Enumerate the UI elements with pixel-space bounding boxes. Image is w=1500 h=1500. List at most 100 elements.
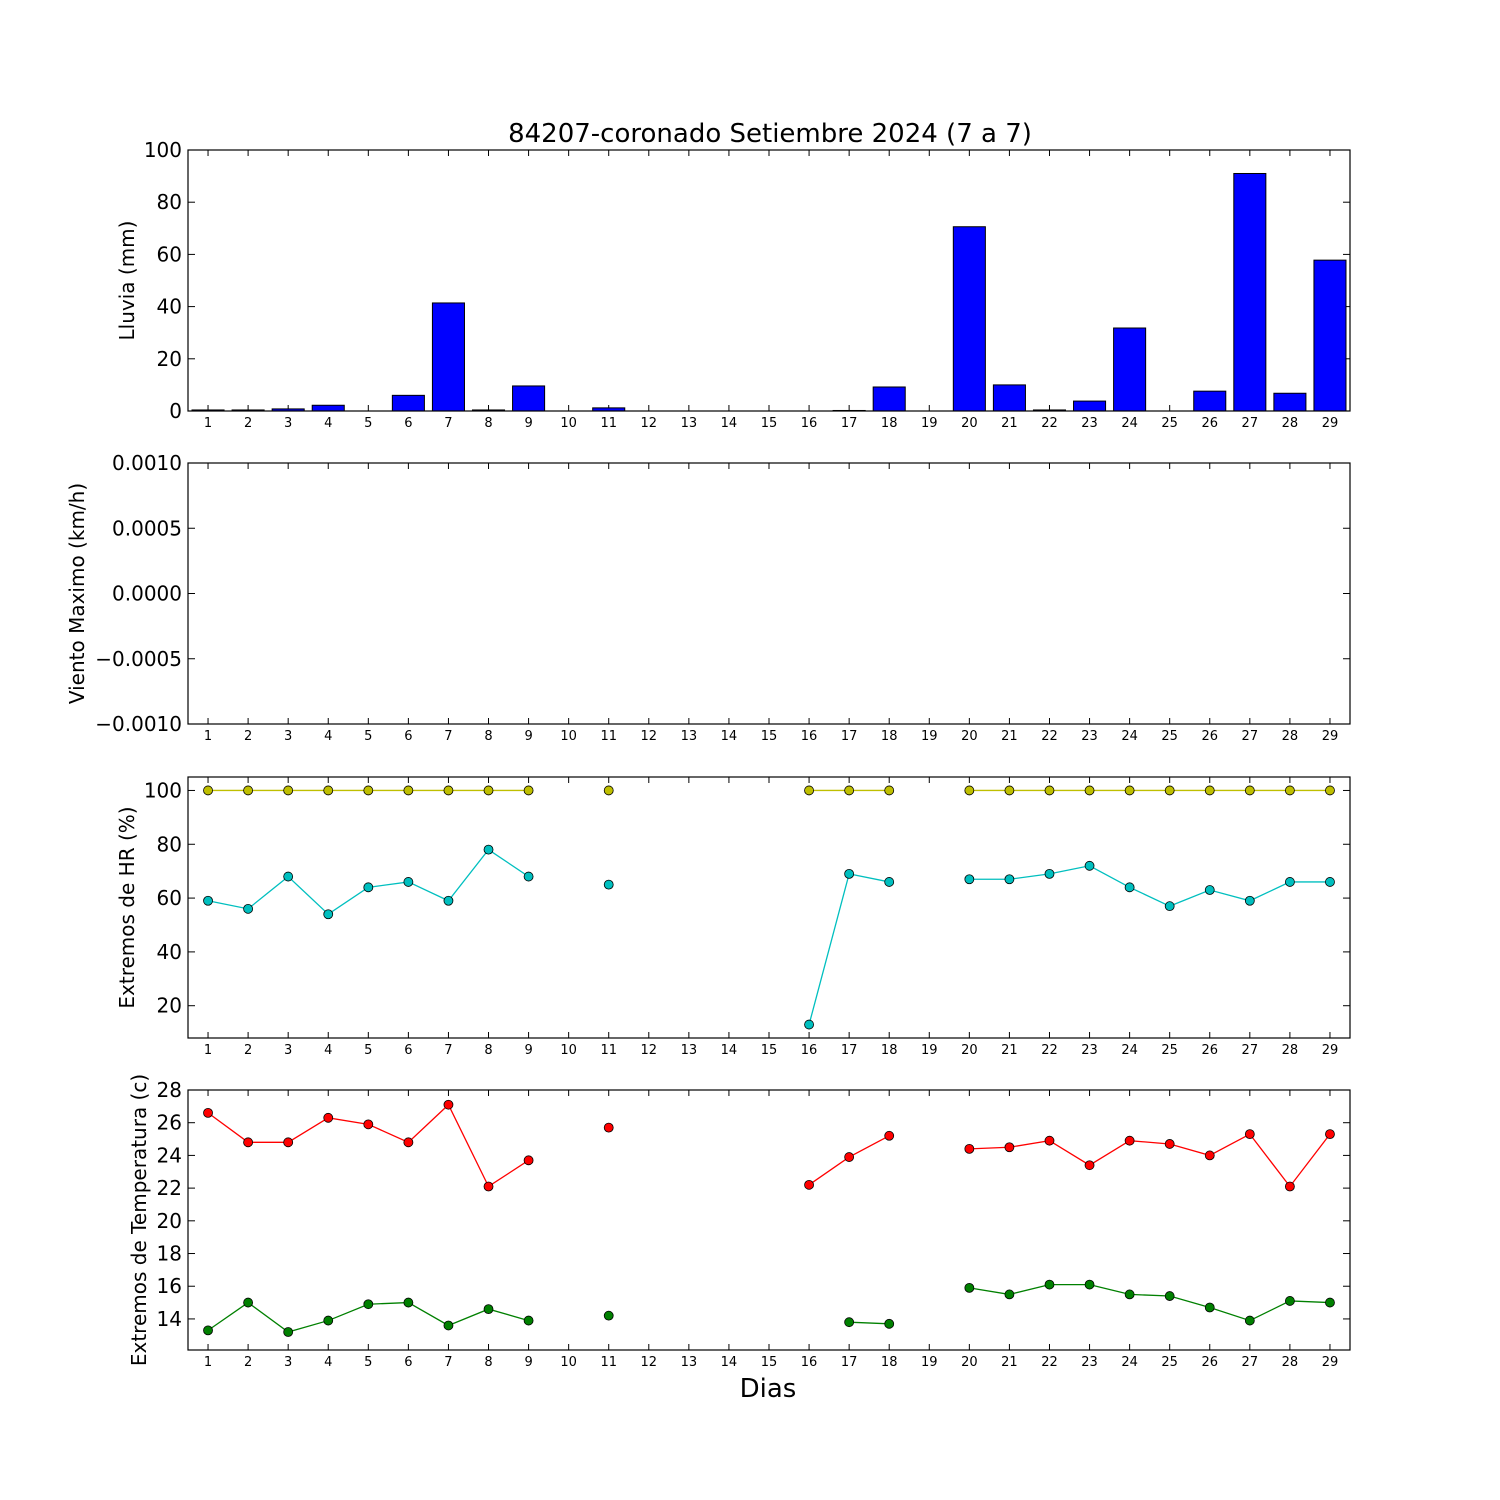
x-axis-label: Dias — [740, 1374, 797, 1404]
x-tick-label: 28 — [1282, 416, 1299, 431]
series-point-2 — [323, 1315, 334, 1326]
x-tick-label: 12 — [641, 1355, 658, 1370]
rain-bar — [1273, 392, 1307, 412]
series-point-1 — [203, 785, 213, 796]
x-tick-label: 9 — [524, 729, 532, 744]
series-point-2 — [1204, 1302, 1215, 1313]
series-point-1 — [1124, 1135, 1135, 1146]
series-point-2 — [523, 871, 534, 882]
x-tick-label: 13 — [681, 1043, 698, 1058]
y-tick-label: 20 — [157, 994, 182, 1018]
y-tick-label: 0 — [169, 399, 182, 423]
x-tick-label: 7 — [444, 729, 452, 744]
series-point-2 — [1325, 1297, 1335, 1308]
x-tick-label: 14 — [721, 416, 738, 431]
x-tick-label: 24 — [1121, 416, 1138, 431]
x-tick-label: 4 — [324, 1043, 332, 1058]
series-line-2 — [969, 1283, 1330, 1322]
plot-frame — [187, 149, 1351, 412]
series-point-1 — [483, 1181, 494, 1192]
series-point-1 — [1204, 785, 1215, 796]
x-tick-label: 6 — [404, 729, 412, 744]
series-point-2 — [1084, 1279, 1095, 1290]
y-tick-label: 100 — [144, 778, 182, 802]
x-tick-label: 28 — [1282, 729, 1299, 744]
x-tick-label: 26 — [1201, 416, 1218, 431]
y-axis-label: Extremos de HR (%) — [115, 806, 139, 1008]
x-tick-label: 6 — [404, 1043, 412, 1058]
series-point-2 — [483, 844, 494, 855]
series-point-1 — [363, 1119, 374, 1130]
x-tick-label: 27 — [1242, 1355, 1259, 1370]
series-point-2 — [483, 1304, 494, 1315]
x-tick-label: 5 — [364, 729, 372, 744]
y-tick-label: 16 — [157, 1274, 182, 1298]
x-tick-label: 5 — [364, 1043, 372, 1058]
rain-bar — [311, 404, 345, 412]
y-axis-label: Extremos de Temperatura (c) — [127, 1074, 151, 1366]
x-tick-label: 5 — [364, 1355, 372, 1370]
rain-bar — [872, 386, 906, 412]
series-point-2 — [1084, 860, 1095, 871]
series-point-2 — [363, 1299, 374, 1310]
rain-bar — [1313, 259, 1347, 412]
y-tick-label: 26 — [157, 1111, 182, 1135]
x-tick-label: 13 — [681, 1355, 698, 1370]
x-tick-label: 12 — [641, 1043, 658, 1058]
x-tick-label: 9 — [524, 1355, 532, 1370]
x-tick-label: 20 — [961, 416, 978, 431]
series-point-1 — [203, 1107, 213, 1118]
rain-bar — [1233, 172, 1267, 412]
y-tick-label: −0.0005 — [95, 647, 182, 671]
series-point-1 — [243, 1137, 254, 1148]
x-tick-label: 21 — [1001, 1355, 1018, 1370]
series-point-2 — [1004, 1289, 1015, 1300]
series-point-2 — [964, 1282, 975, 1293]
rain-bar — [431, 302, 465, 412]
series-point-1 — [283, 785, 294, 796]
series-line-2 — [849, 1321, 890, 1325]
series-point-2 — [884, 877, 895, 887]
x-tick-label: 15 — [761, 1355, 778, 1370]
x-tick-label: 4 — [324, 416, 332, 431]
series-point-2 — [443, 1320, 454, 1331]
rain-bar — [952, 226, 986, 412]
series-point-1 — [603, 1122, 614, 1133]
series-point-1 — [1084, 1160, 1095, 1171]
x-tick-label: 3 — [284, 416, 292, 431]
series-point-1 — [1244, 1129, 1255, 1140]
x-tick-label: 29 — [1322, 416, 1339, 431]
x-tick-label: 14 — [721, 729, 738, 744]
series-point-1 — [283, 1137, 294, 1148]
series-point-1 — [804, 785, 814, 796]
series-point-2 — [804, 1019, 814, 1030]
x-tick-label: 15 — [761, 729, 778, 744]
series-point-1 — [243, 785, 254, 796]
y-tick-label: −0.0010 — [95, 712, 182, 736]
series-point-1 — [443, 1099, 454, 1110]
series-point-1 — [323, 1112, 334, 1123]
x-tick-label: 16 — [801, 416, 818, 431]
x-tick-label: 16 — [801, 1355, 818, 1370]
series-point-2 — [1244, 895, 1255, 906]
x-tick-label: 19 — [921, 1043, 938, 1058]
x-tick-label: 11 — [600, 1043, 617, 1058]
series-point-1 — [483, 785, 494, 796]
y-tick-label: 0.0005 — [112, 516, 182, 540]
rain-bar — [1073, 400, 1107, 412]
x-tick-label: 13 — [681, 416, 698, 431]
x-tick-label: 21 — [1001, 1043, 1018, 1058]
x-tick-label: 15 — [761, 416, 778, 431]
x-tick-label: 8 — [484, 729, 492, 744]
series-point-2 — [203, 895, 213, 906]
x-tick-label: 28 — [1282, 1043, 1299, 1058]
x-tick-label: 9 — [524, 416, 532, 431]
series-point-2 — [323, 909, 334, 920]
y-tick-label: 40 — [157, 295, 182, 319]
series-point-1 — [523, 785, 534, 796]
x-tick-label: 19 — [921, 729, 938, 744]
x-tick-label: 11 — [600, 729, 617, 744]
